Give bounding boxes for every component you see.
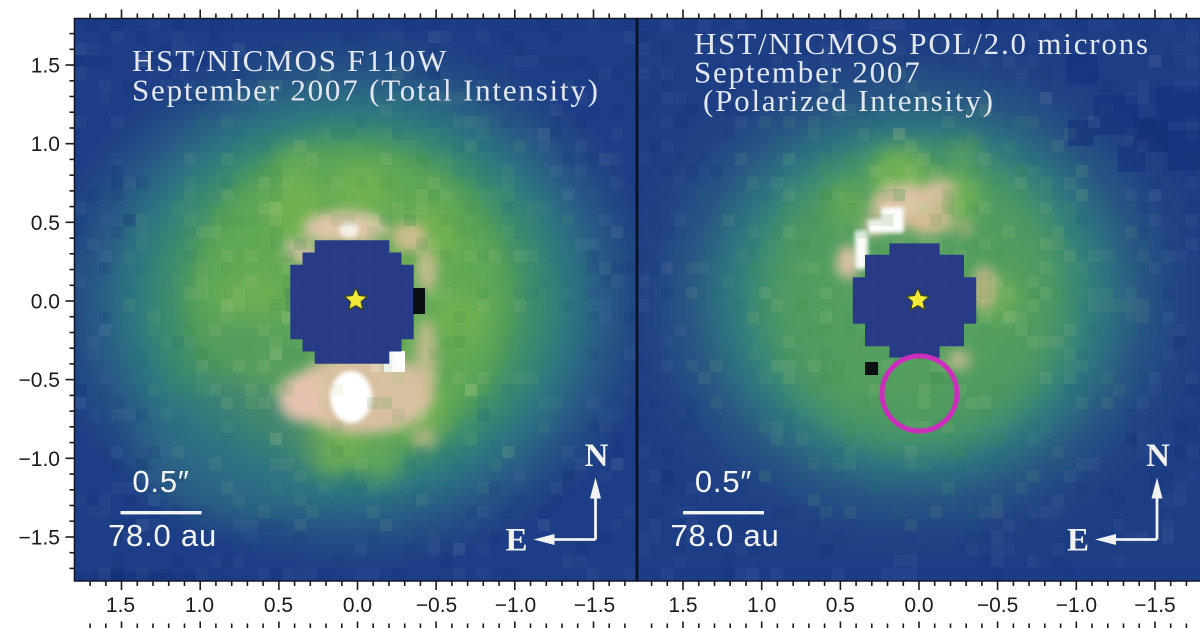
svg-text:0.5″: 0.5″ <box>132 464 189 499</box>
svg-text:0.0: 0.0 <box>904 594 933 617</box>
svg-text:−1.0: −1.0 <box>495 594 536 617</box>
svg-text:(Polarized Intensity): (Polarized Intensity) <box>703 83 995 118</box>
svg-text:1.5: 1.5 <box>31 55 60 78</box>
svg-text:0.0: 0.0 <box>31 291 60 314</box>
svg-text:0.0: 0.0 <box>343 594 372 617</box>
svg-text:HST/NICMOS F110W: HST/NICMOS F110W <box>132 43 448 78</box>
svg-text:−1.0: −1.0 <box>1056 594 1097 617</box>
svg-text:78.0 au: 78.0 au <box>670 518 779 553</box>
svg-text:−1.0: −1.0 <box>19 448 60 471</box>
svg-text:0.5″: 0.5″ <box>695 464 752 499</box>
svg-text:−0.5: −0.5 <box>416 594 457 617</box>
svg-text:September 2007 (Total Intensit: September 2007 (Total Intensity) <box>132 73 600 108</box>
svg-text:−0.5: −0.5 <box>977 594 1018 617</box>
svg-text:1.5: 1.5 <box>106 594 135 617</box>
svg-text:1.0: 1.0 <box>747 594 776 617</box>
svg-text:E: E <box>505 523 527 559</box>
svg-text:E: E <box>1067 523 1089 559</box>
svg-text:0.5: 0.5 <box>31 212 60 235</box>
svg-text:1.0: 1.0 <box>185 594 214 617</box>
svg-text:78.0 au: 78.0 au <box>108 518 217 553</box>
svg-text:0.5: 0.5 <box>264 594 293 617</box>
svg-text:−1.5: −1.5 <box>1134 594 1175 617</box>
svg-text:N: N <box>1146 438 1170 474</box>
svg-text:−0.5: −0.5 <box>19 369 60 392</box>
svg-text:September 2007: September 2007 <box>694 55 922 90</box>
svg-text:1.0: 1.0 <box>31 133 60 156</box>
svg-text:N: N <box>585 438 609 474</box>
svg-text:−1.5: −1.5 <box>574 594 615 617</box>
svg-text:1.5: 1.5 <box>668 594 697 617</box>
svg-text:−1.5: −1.5 <box>19 527 60 550</box>
svg-text:HST/NICMOS POL/2.0 microns: HST/NICMOS POL/2.0 microns <box>694 26 1150 61</box>
svg-text:0.5: 0.5 <box>826 594 855 617</box>
